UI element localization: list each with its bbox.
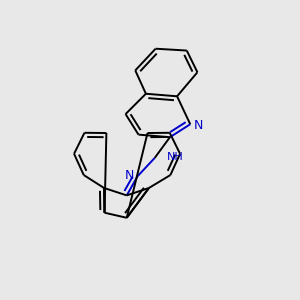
Text: N: N [124, 169, 134, 182]
Text: N: N [194, 119, 203, 132]
Text: NH: NH [167, 152, 183, 162]
